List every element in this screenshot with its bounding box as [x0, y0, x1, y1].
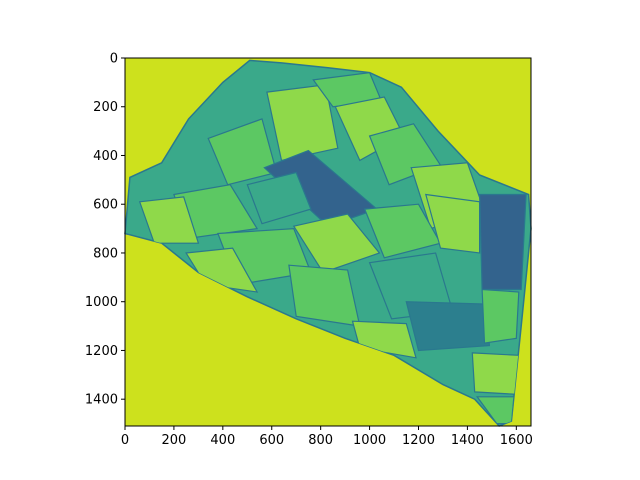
- field-parcel-7: [246, 171, 312, 225]
- y-tick-label: 1000: [85, 295, 118, 310]
- x-tick-label: 0: [121, 433, 129, 448]
- x-tick-label: 1400: [451, 433, 484, 448]
- field-parcel-1: [266, 84, 339, 162]
- field-parcel-11: [292, 213, 381, 274]
- x-tick-label: 1000: [353, 433, 386, 448]
- x-tick-label: 200: [162, 433, 187, 448]
- x-tick-label: 600: [259, 433, 284, 448]
- y-tick-label: 200: [93, 100, 118, 115]
- y-tick-label: 1200: [85, 344, 118, 359]
- field-parcel-14: [478, 193, 527, 291]
- y-tick-label: 400: [93, 149, 118, 164]
- field-parcel-20: [471, 352, 520, 395]
- x-tick-label: 1200: [402, 433, 435, 448]
- fields-group: [138, 71, 527, 425]
- field-parcel-13: [424, 193, 481, 254]
- y-tick-label: 800: [93, 246, 118, 261]
- x-tick-label: 1600: [500, 433, 533, 448]
- x-tick-label: 400: [210, 433, 235, 448]
- field-parcel-19: [481, 288, 520, 344]
- axes-frame: [124, 57, 532, 427]
- y-tick-label: 0: [110, 52, 118, 67]
- plot-area: [124, 58, 532, 427]
- y-tick-label: 1400: [85, 393, 118, 408]
- x-tick-label: 800: [308, 433, 333, 448]
- axes: 0 200 400 600 800 1000 1200 1400 1600 0 200 400 600 8…: [85, 52, 533, 449]
- y-tick-label: 600: [93, 198, 118, 213]
- field-parcel-9: [138, 196, 200, 244]
- field-parcel-18: [405, 301, 491, 352]
